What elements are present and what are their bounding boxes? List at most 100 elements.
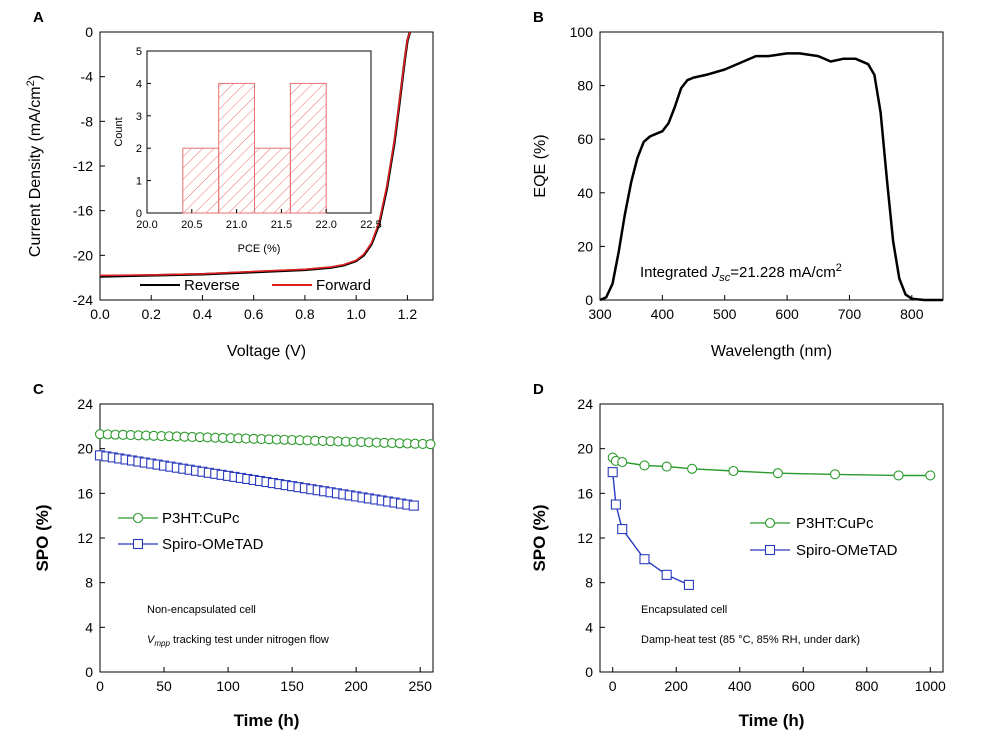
inset-x-tick-label: 21.5 [271, 219, 292, 231]
x-tick-label-A: 0.4 [193, 306, 213, 322]
legend-label-c: Spiro-OMeTAD [162, 536, 264, 553]
y-tick-label-C: 24 [77, 396, 93, 412]
y-tick-label-C: 20 [77, 441, 93, 457]
y-tick-label-C: 0 [85, 664, 93, 680]
y-tick-label-B: 100 [570, 24, 594, 40]
inset-y-tick-label: 5 [136, 46, 142, 58]
x-tick-label-A: 0.2 [141, 306, 161, 322]
y-tick-label-D: 12 [577, 530, 593, 546]
y-tick-label-D: 0 [585, 664, 593, 680]
y-tick-label-A: -24 [73, 292, 93, 308]
integrated-jsc-annotation: Integrated Jsc=21.228 mA/cm2 [640, 262, 842, 284]
y-tick-label-B: 40 [577, 185, 593, 201]
x-tick-label-D: 600 [792, 678, 816, 694]
x-tick-label-C: 0 [96, 678, 104, 694]
data-point [425, 439, 436, 450]
y-tick-label-C: 8 [85, 575, 93, 591]
x-tick-label-C: 250 [409, 678, 433, 694]
x-tick-label-D: 400 [728, 678, 752, 694]
legend-label-c: P3HT:CuPc [162, 510, 240, 527]
legend-label-d: P3HT:CuPc [796, 515, 874, 532]
x-tick-label-D: 0 [609, 678, 617, 694]
histogram-bar [254, 147, 291, 214]
x-axis-title-A: Voltage (V) [227, 343, 306, 360]
x-tick-label-B: 600 [775, 306, 799, 322]
x-tick-label-D: 200 [665, 678, 689, 694]
inset-x-tick-label: 21.0 [226, 219, 247, 231]
note-damp-heat: Damp-heat test (85 °C, 85% RH, under dar… [641, 634, 860, 646]
y-tick-label-C: 12 [77, 530, 93, 546]
y-tick-label-B: 60 [577, 131, 593, 147]
x-tick-label-A: 1.0 [346, 306, 366, 322]
data-point [610, 499, 621, 510]
panel-label-A: A [33, 9, 44, 26]
y-axis-title-D: SPO (%) [530, 504, 549, 571]
data-point [728, 465, 739, 477]
y-tick-label-A: -16 [73, 203, 93, 219]
x-axis-title-B: Wavelength (nm) [711, 343, 832, 360]
note-encapsulated: Encapsulated cell [641, 604, 727, 616]
panel-label-C: C [33, 381, 44, 398]
x-tick-label-B: 700 [838, 306, 862, 322]
legend-label-forward: Forward [316, 277, 371, 294]
y-axis-title-C: SPO (%) [33, 504, 52, 571]
x-tick-label-B: 500 [713, 306, 737, 322]
y-tick-label-B: 80 [577, 78, 593, 94]
inset-y-tick-label: 2 [136, 143, 142, 155]
x-tick-label-C: 150 [280, 678, 304, 694]
x-axis-title-C: Time (h) [234, 711, 300, 730]
series-line-d-p3ht:cupc [612, 457, 931, 477]
y-axis-title-B: EQE (%) [532, 134, 549, 197]
data-point [617, 457, 628, 468]
y-tick-label-B: 0 [585, 292, 593, 308]
inset-x-tick-label: 22.5 [360, 219, 381, 231]
data-point [661, 569, 672, 580]
x-tick-label-B: 400 [651, 306, 675, 322]
x-tick-label-D: 800 [855, 678, 879, 694]
y-tick-label-D: 4 [585, 619, 593, 635]
x-tick-label-A: 0.6 [244, 306, 264, 322]
inset-y-axis-title: Count [113, 117, 125, 146]
y-tick-label-A: -20 [73, 247, 93, 263]
data-point [408, 500, 419, 511]
y-tick-label-C: 16 [77, 485, 93, 501]
x-tick-label-A: 1.2 [398, 306, 418, 322]
legend-marker-c [132, 538, 144, 550]
x-tick-label-B: 300 [588, 306, 612, 322]
x-tick-label-B: 800 [900, 306, 924, 322]
x-tick-label-C: 100 [216, 678, 240, 694]
legend-label-reverse: Reverse [184, 277, 240, 294]
note-non-encapsulated: Non-encapsulated cell [147, 604, 256, 616]
panel-label-D: D [533, 381, 544, 398]
x-tick-label-D: 1000 [915, 678, 946, 694]
histogram-bar [289, 82, 327, 214]
y-tick-label-B: 20 [577, 238, 593, 254]
y-tick-label-A: -12 [73, 158, 93, 174]
data-point [829, 469, 841, 480]
panel-label-B: B [533, 9, 544, 26]
x-tick-label-C: 50 [156, 678, 172, 694]
data-point [687, 463, 698, 474]
legend-marker-d [764, 544, 776, 556]
inset-y-tick-label: 1 [136, 176, 142, 188]
data-point [607, 467, 618, 478]
y-tick-label-A: 0 [85, 24, 93, 40]
legend-marker-d [764, 517, 776, 529]
inset-x-axis-title: PCE (%) [238, 243, 281, 255]
histogram-bar [182, 147, 220, 214]
inset-y-tick-label: 4 [136, 78, 142, 90]
data-point [661, 461, 672, 472]
y-tick-label-A: -8 [81, 113, 94, 129]
inset-x-tick-label: 20.0 [136, 219, 157, 231]
inset-x-tick-label: 22.0 [315, 219, 336, 231]
data-point [925, 470, 936, 481]
legend-label-d: Spiro-OMeTAD [796, 542, 898, 559]
x-tick-label-A: 0.0 [90, 306, 110, 322]
x-tick-label-A: 0.8 [295, 306, 315, 322]
y-tick-label-D: 8 [585, 575, 593, 591]
jv-curve-forward [99, 31, 411, 277]
x-tick-label-C: 200 [344, 678, 368, 694]
plot-frame-D [599, 403, 944, 673]
note-vmpp-tracking: Vmpp tracking test under nitrogen flow [147, 634, 329, 648]
